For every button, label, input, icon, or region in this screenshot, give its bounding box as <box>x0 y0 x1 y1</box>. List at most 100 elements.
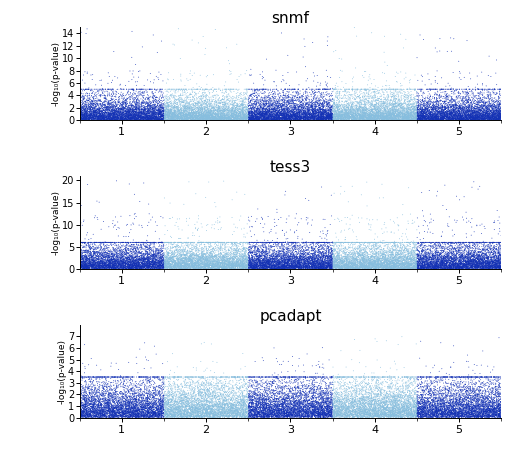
Point <box>258 405 266 412</box>
Point <box>386 411 394 419</box>
Point <box>282 112 290 119</box>
Point <box>78 108 86 115</box>
Point <box>270 247 278 255</box>
Point <box>83 240 91 247</box>
Point <box>219 114 227 122</box>
Point <box>77 410 85 418</box>
Point <box>405 261 413 268</box>
Point <box>217 393 226 400</box>
Point <box>376 399 384 406</box>
Point <box>221 404 229 411</box>
Point <box>252 114 261 121</box>
Point <box>189 405 197 412</box>
Point <box>344 264 352 271</box>
Point <box>419 106 427 113</box>
Point <box>243 106 251 114</box>
Point <box>308 406 317 413</box>
Point <box>136 110 144 117</box>
Point <box>393 264 401 271</box>
Point <box>377 399 385 406</box>
Point <box>160 407 168 415</box>
Point <box>288 262 296 269</box>
Point <box>409 112 417 119</box>
Point <box>326 111 334 118</box>
Point <box>366 115 375 123</box>
Point <box>160 114 168 121</box>
Point <box>229 111 237 118</box>
Point <box>245 373 253 380</box>
Point <box>388 411 396 418</box>
Point <box>388 412 396 419</box>
Point <box>188 86 196 93</box>
Point <box>228 104 236 111</box>
Point <box>104 99 113 106</box>
Point <box>360 395 368 403</box>
Point <box>437 258 446 266</box>
Point <box>342 111 350 118</box>
Point <box>485 262 493 269</box>
Point <box>245 101 253 109</box>
Point <box>196 105 205 113</box>
Point <box>463 386 471 394</box>
Point <box>444 114 452 121</box>
Point <box>497 114 505 121</box>
Point <box>117 263 125 270</box>
Point <box>266 264 274 271</box>
Point <box>478 115 486 122</box>
Point <box>269 413 278 420</box>
Point <box>272 101 281 109</box>
Point <box>166 115 174 123</box>
Point <box>78 111 86 118</box>
Point <box>451 410 460 417</box>
Point <box>225 257 233 264</box>
Point <box>408 261 416 268</box>
Point <box>425 261 433 268</box>
Point <box>151 115 159 122</box>
Point <box>359 407 367 414</box>
Point <box>133 407 141 415</box>
Point <box>340 410 348 418</box>
Point <box>77 246 85 253</box>
Point <box>486 116 494 123</box>
Point <box>486 243 494 251</box>
Point <box>475 258 484 265</box>
Point <box>250 113 259 120</box>
Point <box>247 109 255 116</box>
Point <box>322 98 331 105</box>
Point <box>287 107 296 114</box>
Point <box>461 405 469 413</box>
Point <box>200 379 208 386</box>
Point <box>447 390 455 398</box>
Point <box>350 259 358 266</box>
Point <box>108 92 117 99</box>
Point <box>232 261 241 268</box>
Point <box>197 101 206 108</box>
Point <box>322 409 330 416</box>
Point <box>247 414 255 421</box>
Point <box>392 114 400 121</box>
Point <box>324 261 332 268</box>
Point <box>97 247 105 254</box>
Point <box>238 115 247 123</box>
Point <box>118 110 126 117</box>
Point <box>480 399 488 406</box>
Point <box>400 252 408 259</box>
Point <box>299 258 307 266</box>
Point <box>416 259 425 266</box>
Point <box>262 414 270 421</box>
Point <box>275 113 283 120</box>
Point <box>104 264 113 271</box>
Point <box>361 106 370 114</box>
Point <box>382 410 390 418</box>
Point <box>263 239 271 246</box>
Point <box>358 399 366 406</box>
Point <box>235 405 244 413</box>
Point <box>433 252 442 259</box>
Point <box>287 399 296 406</box>
Point <box>461 407 469 414</box>
Point <box>164 239 173 246</box>
Point <box>313 116 321 123</box>
Point <box>169 350 177 357</box>
Point <box>269 261 277 268</box>
Point <box>335 403 343 410</box>
